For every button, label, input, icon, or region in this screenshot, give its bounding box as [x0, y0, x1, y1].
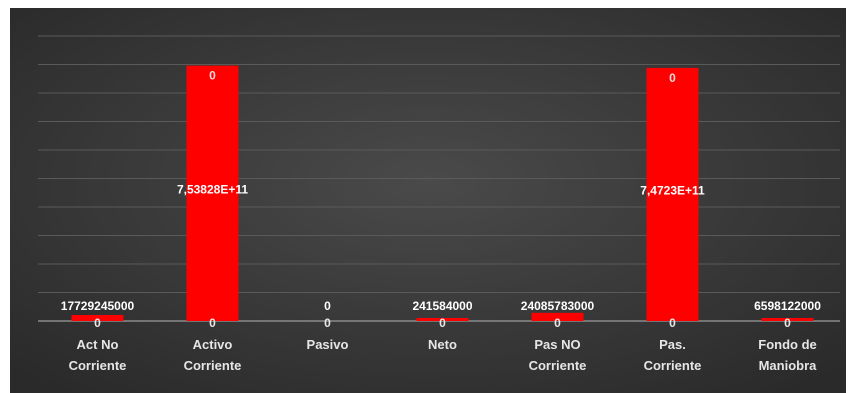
value-label: 17729245000: [61, 299, 135, 313]
bar: [761, 318, 814, 321]
category-label: Corriente: [529, 358, 587, 373]
zero-label: 0: [554, 316, 561, 330]
category-label: Pas.: [659, 337, 686, 352]
top-label: 0: [669, 71, 676, 85]
category-label: Pas NO: [534, 337, 580, 352]
category-label: Fondo de: [758, 337, 817, 352]
value-label: 6598122000: [754, 299, 821, 313]
bar-chart: 17729245000 0 7,53828E+11 0 0 0 0 241584000 0 240…: [10, 8, 846, 393]
zero-label: 0: [209, 316, 216, 330]
top-label: 0: [209, 69, 216, 83]
category-label: Maniobra: [759, 358, 818, 373]
bar: [71, 314, 124, 321]
zero-label: 0: [784, 316, 791, 330]
chart-frame: 17729245000 0 7,53828E+11 0 0 0 0 241584000 0 240…: [10, 8, 846, 393]
category-label: Corriente: [184, 358, 242, 373]
category-label: Pasivo: [307, 337, 349, 352]
category-labels: Act No Corriente Activo Corriente Pasivo Neto…: [69, 337, 818, 373]
bar: [646, 67, 699, 321]
value-label: 241584000: [412, 299, 472, 313]
zero-label: 0: [94, 316, 101, 330]
zero-label: 0: [669, 316, 676, 330]
value-label: 24085783000: [521, 299, 595, 313]
bar: [416, 318, 469, 321]
category-label: Activo: [193, 337, 233, 352]
zero-label: 0: [324, 316, 331, 330]
value-label: 7,53828E+11: [177, 182, 248, 196]
value-label: 7,4723E+11: [640, 183, 705, 197]
bar: [531, 312, 584, 321]
zero-label: 0: [439, 316, 446, 330]
gridlines: [38, 35, 840, 322]
bars: [71, 65, 814, 321]
category-label: Corriente: [69, 358, 127, 373]
category-label: Corriente: [644, 358, 702, 373]
chart-background: [10, 8, 846, 393]
category-label: Neto: [428, 337, 457, 352]
data-labels: 17729245000 0 7,53828E+11 0 0 0 0 241584000 0 240…: [61, 69, 821, 330]
bar: [186, 65, 239, 321]
category-label: Act No: [77, 337, 119, 352]
value-label: 0: [324, 299, 331, 313]
